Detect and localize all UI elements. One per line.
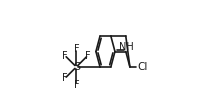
Text: F: F (62, 73, 68, 83)
Text: NH: NH (119, 42, 133, 52)
Text: S: S (73, 62, 80, 72)
Text: F: F (73, 80, 79, 90)
Text: F: F (85, 51, 90, 61)
Text: F: F (62, 51, 68, 61)
Text: F: F (73, 44, 79, 54)
Text: Cl: Cl (137, 62, 147, 72)
